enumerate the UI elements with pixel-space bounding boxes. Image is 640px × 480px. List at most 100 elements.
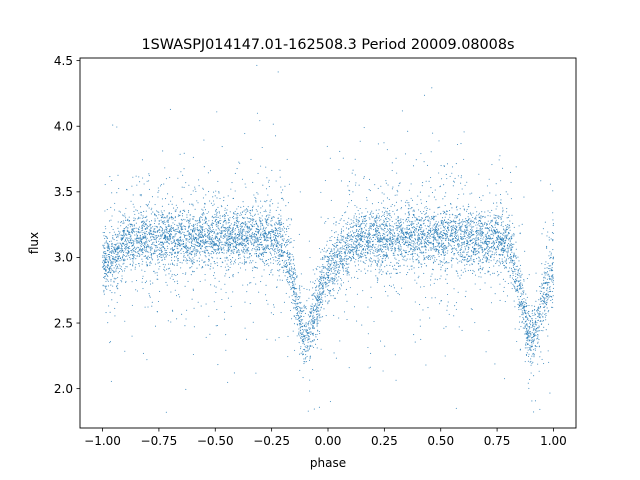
data-point: [330, 250, 332, 253]
data-point: [525, 316, 527, 319]
data-point: [378, 215, 380, 217]
data-point: [458, 228, 461, 230]
data-point: [205, 256, 207, 258]
data-point: [136, 184, 138, 186]
data-point: [484, 282, 486, 284]
data-point: [431, 297, 433, 299]
data-point: [217, 265, 219, 267]
data-point: [380, 227, 382, 229]
data-point: [325, 300, 327, 302]
data-point: [369, 366, 371, 368]
data-point: [419, 303, 421, 306]
data-point: [163, 268, 165, 271]
data-point: [314, 287, 317, 289]
data-point: [278, 220, 280, 222]
data-point: [208, 260, 210, 262]
data-point: [474, 242, 476, 245]
data-point: [228, 225, 230, 227]
data-point: [537, 316, 539, 318]
data-point: [469, 212, 471, 214]
data-point: [419, 233, 422, 235]
data-point: [446, 274, 448, 276]
data-point: [192, 246, 194, 248]
data-point: [323, 282, 325, 284]
data-point: [413, 209, 415, 211]
data-point: [367, 346, 369, 349]
data-point: [490, 247, 492, 249]
data-point: [384, 218, 387, 220]
data-point: [521, 283, 523, 285]
data-point: [361, 232, 364, 234]
data-point: [255, 250, 257, 252]
data-point: [312, 316, 314, 318]
data-point: [441, 217, 444, 219]
data-point: [205, 219, 207, 221]
data-point: [105, 265, 107, 267]
data-point: [369, 218, 371, 220]
data-point: [195, 245, 197, 247]
data-point: [176, 254, 179, 256]
data-point: [217, 225, 219, 227]
data-point: [383, 251, 385, 253]
data-point: [225, 269, 227, 271]
data-point: [319, 332, 321, 335]
data-point: [212, 257, 214, 259]
data-point: [351, 230, 354, 232]
data-point: [170, 237, 172, 239]
data-point: [370, 263, 372, 265]
data-point: [482, 215, 484, 218]
data-point: [513, 285, 515, 287]
data-point: [352, 191, 354, 193]
data-point: [185, 245, 188, 247]
data-point: [245, 246, 247, 248]
data-point: [166, 230, 168, 232]
data-point: [366, 199, 368, 201]
data-point: [339, 150, 341, 153]
data-point: [107, 265, 110, 267]
data-point: [277, 202, 279, 204]
data-point: [497, 215, 499, 217]
data-point: [182, 272, 184, 275]
data-point: [201, 239, 203, 242]
data-point: [111, 250, 113, 252]
data-point: [476, 227, 478, 229]
data-point: [414, 272, 416, 274]
data-point: [303, 315, 305, 318]
data-point: [437, 239, 439, 241]
data-point: [127, 218, 129, 220]
data-point: [210, 265, 212, 267]
data-point: [148, 173, 150, 175]
data-point: [228, 244, 230, 246]
data-point: [411, 240, 413, 242]
data-point: [322, 264, 324, 266]
data-point: [181, 313, 183, 315]
data-point: [225, 223, 227, 225]
data-point: [470, 227, 473, 229]
data-point: [379, 236, 381, 238]
data-point: [321, 266, 323, 268]
data-point: [379, 239, 381, 241]
data-point: [466, 208, 468, 210]
data-point: [356, 270, 358, 272]
data-point: [471, 250, 473, 253]
data-point: [358, 217, 360, 219]
data-point: [507, 248, 509, 250]
data-point: [201, 231, 203, 233]
data-point: [155, 235, 158, 237]
data-point: [410, 221, 412, 223]
data-point: [429, 223, 431, 225]
data-point: [548, 282, 550, 284]
data-point: [535, 324, 537, 326]
data-point: [213, 242, 215, 244]
data-point: [406, 202, 408, 204]
data-point: [215, 211, 217, 213]
data-point: [199, 254, 201, 256]
data-point: [139, 250, 141, 252]
data-point: [243, 255, 245, 257]
data-point: [536, 290, 538, 292]
data-point: [211, 250, 213, 252]
data-point: [552, 276, 554, 278]
data-point: [537, 309, 539, 312]
data-point: [489, 226, 491, 228]
data-point: [340, 258, 342, 260]
